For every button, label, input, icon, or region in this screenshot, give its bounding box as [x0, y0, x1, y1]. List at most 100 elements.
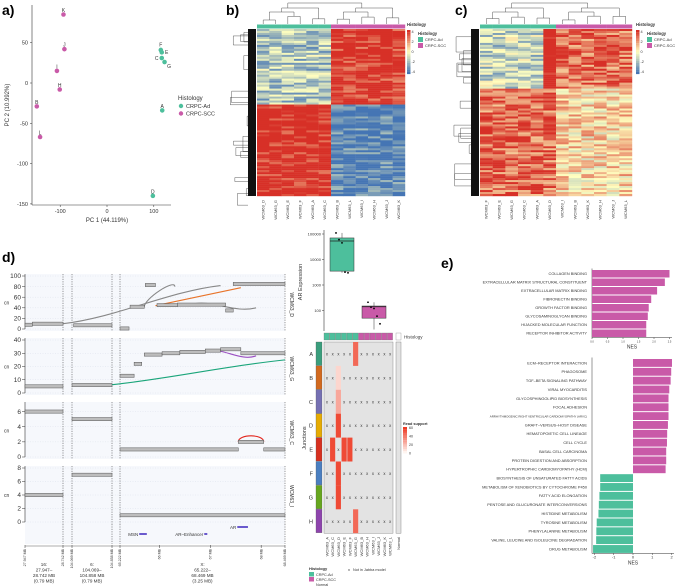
heatmap-cell — [380, 112, 393, 115]
row-dendrogram-branch — [454, 173, 471, 187]
heatmap-cell — [355, 50, 369, 54]
heatmap-cell — [619, 80, 633, 83]
dendrogram-branch — [511, 2, 588, 8]
heatmap-cell — [294, 134, 307, 137]
heatmap-cell — [505, 46, 519, 50]
y-tick-label: 4 — [17, 424, 21, 431]
heatmap-cell — [294, 70, 307, 73]
x-tick-label: 66 MB — [158, 548, 162, 559]
column-label: WCM63_B — [572, 200, 577, 220]
heatmap-cell — [619, 156, 633, 159]
heatmap-cell — [392, 86, 406, 89]
heatmap-cell — [306, 116, 319, 119]
heatmap-cell — [543, 52, 557, 56]
legend-swatch — [309, 577, 314, 582]
heatmap-cell — [257, 142, 270, 145]
heatmap-cell — [556, 126, 569, 129]
heatmap-cell — [392, 132, 406, 135]
nes-bar — [592, 312, 648, 320]
row-dendrogram-branch — [243, 32, 248, 43]
heatmap-cell — [380, 116, 393, 119]
junction-color-strip — [315, 413, 323, 438]
heatmap-cell — [318, 170, 332, 173]
heatmap-cell — [606, 170, 620, 173]
heatmap-cell — [306, 172, 319, 175]
heatmap-cell — [294, 174, 307, 177]
color-scale-step — [636, 56, 640, 59]
cn-segment — [240, 351, 286, 356]
heatmap-cell — [480, 82, 493, 85]
row-dendrogram-branch — [243, 55, 248, 70]
heatmap-cell — [619, 84, 633, 87]
heatmap-cell — [306, 144, 319, 147]
heatmap-cell — [257, 132, 270, 135]
heatmap-cell — [518, 142, 531, 145]
heatmap-cell — [543, 80, 557, 83]
nes-bar — [592, 329, 647, 337]
heatmap-cell — [343, 76, 356, 79]
row-dendrogram-leaves — [471, 29, 479, 196]
heatmap-cell — [343, 104, 356, 107]
heatmap-cell — [281, 60, 295, 63]
heatmap-cell — [530, 70, 544, 73]
x-tick-label: 1 — [651, 554, 654, 559]
dendrogram-branch — [336, 18, 350, 24]
heatmap-cell — [606, 190, 620, 193]
heatmap-cell — [480, 124, 493, 127]
heatmap-cell — [581, 98, 595, 101]
junction-color-strip — [315, 461, 323, 486]
nes-bar — [633, 403, 669, 412]
heatmap-cell — [492, 166, 506, 169]
heatmap-cell — [530, 76, 544, 79]
heatmap-cell — [518, 192, 531, 195]
heatmap-cell — [568, 60, 582, 63]
heatmap-cell — [480, 126, 493, 129]
legend-label: CRPC-Ad — [654, 37, 672, 42]
heatmap-cell — [331, 44, 344, 48]
heatmap-cell — [594, 60, 607, 63]
heatmap-cell — [306, 182, 319, 185]
histology-annotation-cell — [294, 24, 307, 29]
heatmap-cell — [306, 168, 319, 171]
heatmap-cell — [257, 50, 270, 54]
legend-swatch — [647, 43, 652, 48]
heatmap-cell — [355, 194, 369, 197]
missing-marker: x — [378, 495, 381, 500]
heatmap-cell — [306, 114, 319, 117]
column-label: WCM63_D — [336, 537, 341, 557]
heatmap-cell — [518, 122, 531, 125]
heatmap-cell — [281, 30, 295, 34]
heatmap-cell — [343, 164, 356, 167]
heatmap-cell — [619, 162, 633, 165]
heatmap-cell — [581, 134, 595, 137]
histology-annotation-cell — [518, 24, 531, 29]
heatmap-cell — [331, 142, 344, 145]
heatmap-cell — [581, 116, 595, 119]
heatmap-cell — [518, 29, 531, 32]
heatmap-cell — [480, 54, 493, 58]
histology-annotation-cell — [306, 24, 319, 29]
cn-segment — [220, 347, 242, 352]
heatmap-cell — [331, 180, 344, 183]
heatmap-cell — [480, 120, 493, 123]
heatmap-cell — [606, 86, 620, 89]
row-dendrogram-branch — [455, 36, 471, 53]
heatmap-cell — [492, 104, 506, 107]
missing-marker: x — [366, 375, 369, 380]
heatmap-cell — [343, 106, 356, 109]
legend-label: CRPC-SCC — [316, 578, 336, 582]
heatmap-cell — [257, 180, 270, 183]
heatmap-cell — [257, 182, 270, 185]
heatmap-cell — [492, 188, 506, 191]
heatmap-cell — [556, 120, 569, 123]
heatmap-cell — [331, 62, 344, 65]
heatmap-cell — [556, 66, 569, 69]
heatmap-cell — [343, 142, 356, 145]
heatmap-cell — [518, 168, 531, 171]
heatmap-cell — [392, 72, 406, 75]
heatmap-cell — [518, 116, 531, 119]
missing-marker: x — [326, 519, 329, 524]
heatmap-cell — [568, 190, 582, 193]
nes-bar — [592, 295, 652, 303]
heatmap-cell — [392, 154, 406, 157]
